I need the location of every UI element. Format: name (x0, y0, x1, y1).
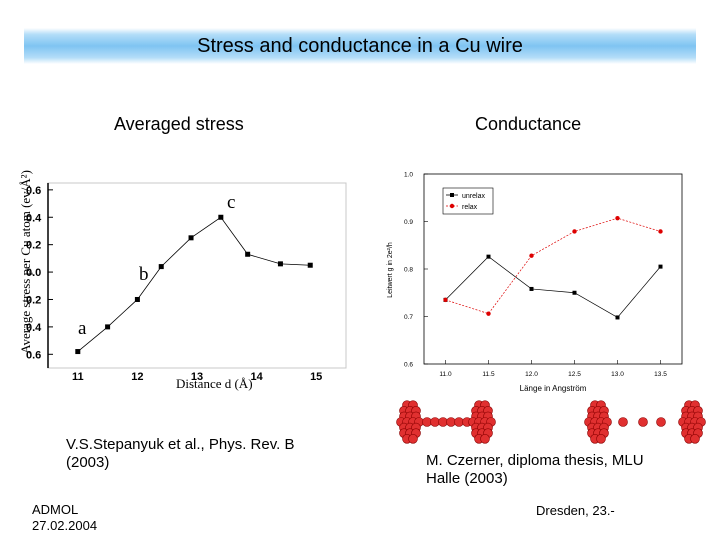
stress-y-tick-label: 0.0 (26, 267, 41, 279)
stress-y-ticks: 0.6 0.4 0.2 0.0 0.2 0.4 0.6 (26, 185, 53, 361)
stress-x-label: Distance d (Å) (176, 376, 253, 391)
reference-right: M. Czerner, diploma thesis, MLU Halle (2… (426, 452, 644, 487)
conductance-point-unrelax (529, 286, 534, 291)
conductance-point-unrelax (572, 290, 577, 295)
conductance-x-tick-label: 11.5 (482, 371, 495, 378)
conductance-x-label: Länge in Angström (520, 384, 587, 393)
atom (638, 417, 648, 427)
conductance-point-relax (658, 229, 663, 234)
atom (408, 433, 418, 444)
legend-label-unrelax: unrelax (462, 193, 485, 200)
right-chart-heading: Conductance (475, 114, 582, 134)
atom (656, 417, 666, 427)
left-chart-heading: Averaged stress (114, 114, 244, 134)
footer-date: 27.02.2004 (32, 518, 98, 533)
stress-point (277, 261, 283, 267)
atom (690, 433, 700, 444)
conductance-x-tick-label: 13.5 (654, 371, 667, 378)
legend-marker-relax (449, 203, 455, 209)
stress-point (134, 296, 140, 302)
stress-x-tick-label: 14 (250, 371, 263, 383)
stress-y-tick-label: 0.2 (26, 294, 41, 306)
conductance-point-relax (486, 311, 491, 316)
stress-y-tick-label: 0.6 (26, 185, 41, 197)
stress-point (188, 235, 194, 241)
conductance-point-relax (529, 253, 534, 258)
stress-x-tick-label: 15 (310, 371, 322, 383)
conductance-y-tick-label: 0.7 (404, 314, 413, 321)
conductance-x-tick-label: 11.0 (439, 371, 452, 378)
atom (430, 417, 440, 427)
title-bar: Stress and conductance in a Cu wire (24, 28, 696, 64)
stress-point (307, 262, 313, 268)
stress-x-ticks: 11 12 13 14 15 (72, 371, 322, 383)
atom (480, 433, 490, 444)
stress-x-tick-label: 12 (131, 371, 143, 383)
conductance-x-tick-label: 13.0 (611, 371, 624, 378)
conductance-y-label: Leitwert g in 2e²/h (387, 242, 394, 298)
stress-x-tick-label: 11 (72, 371, 84, 383)
footer-event: ADMOL (32, 502, 79, 517)
conductance-chart: 1.0 0.9 0.8 0.7 0.6 11.0 11.5 12.0 12.5 13.0 13.5… (387, 172, 683, 393)
atom (454, 417, 464, 427)
legend-label-relax: relax (462, 204, 478, 211)
reference-left: V.S.Stepanyuk et al., Phys. Rev. B (2003… (66, 436, 295, 471)
atom (618, 417, 628, 427)
stress-y-tick-label: 0.4 (26, 212, 42, 224)
annotation-b: b (139, 264, 149, 285)
atom (422, 417, 432, 427)
conductance-series (443, 215, 663, 320)
conductance-x-tick-label: 12.5 (568, 371, 581, 378)
conductance-x-tick-label: 12.0 (525, 371, 538, 378)
stress-point (158, 264, 164, 270)
legend-marker-unrelax (450, 193, 454, 197)
annotation-a: a (78, 318, 87, 339)
stress-y-tick-label: 0.6 (26, 349, 41, 361)
stress-point (105, 324, 111, 330)
atom (446, 417, 456, 427)
conductance-line-unrelax (445, 256, 661, 318)
conductance-y-tick-label: 0.8 (404, 267, 413, 274)
stress-plot-frame (47, 182, 347, 369)
stress-y-label: Average stress per Cu atom (ev/Å²) (18, 170, 33, 354)
conductance-y-tick-label: 1.0 (404, 172, 413, 179)
conductance-y-ticks: 1.0 0.9 0.8 0.7 0.6 (404, 172, 428, 369)
stress-point (245, 251, 251, 257)
stress-series (75, 214, 313, 355)
conductance-y-tick-label: 0.9 (404, 219, 413, 226)
slide-title: Stress and conductance in a Cu wire (197, 35, 523, 57)
stress-point (75, 349, 81, 355)
conductance-point-unrelax (486, 254, 491, 259)
conductance-point-relax (615, 215, 620, 221)
conductance-point-relax (443, 297, 448, 303)
stress-x-tick-label: 13 (191, 371, 203, 383)
stress-chart: 0.6 0.4 0.2 0.0 0.2 0.4 0.6 11 12 13 14 15 Average… (18, 170, 347, 391)
wire-structures (396, 400, 706, 444)
stress-point (218, 214, 224, 220)
footer-left: ADMOL 27.02.2004 (32, 502, 97, 534)
annotation-c: c (227, 192, 235, 213)
stress-y-tick-label: 0.4 (26, 322, 42, 334)
footer-right: Dresden, 23.- (536, 503, 615, 518)
atom (596, 433, 606, 444)
stress-series-line (77, 216, 311, 352)
conductance-line-relax (445, 217, 661, 315)
conductance-point-unrelax (658, 264, 663, 269)
atom (438, 417, 448, 427)
stress-y-tick-label: 0.2 (26, 240, 41, 252)
conductance-legend: unrelax relax (442, 187, 494, 215)
conductance-x-ticks: 11.0 11.5 12.0 12.5 13.0 13.5 (439, 360, 667, 378)
conductance-y-tick-label: 0.6 (404, 362, 413, 369)
conductance-point-unrelax (615, 315, 620, 320)
conductance-point-relax (572, 229, 577, 234)
